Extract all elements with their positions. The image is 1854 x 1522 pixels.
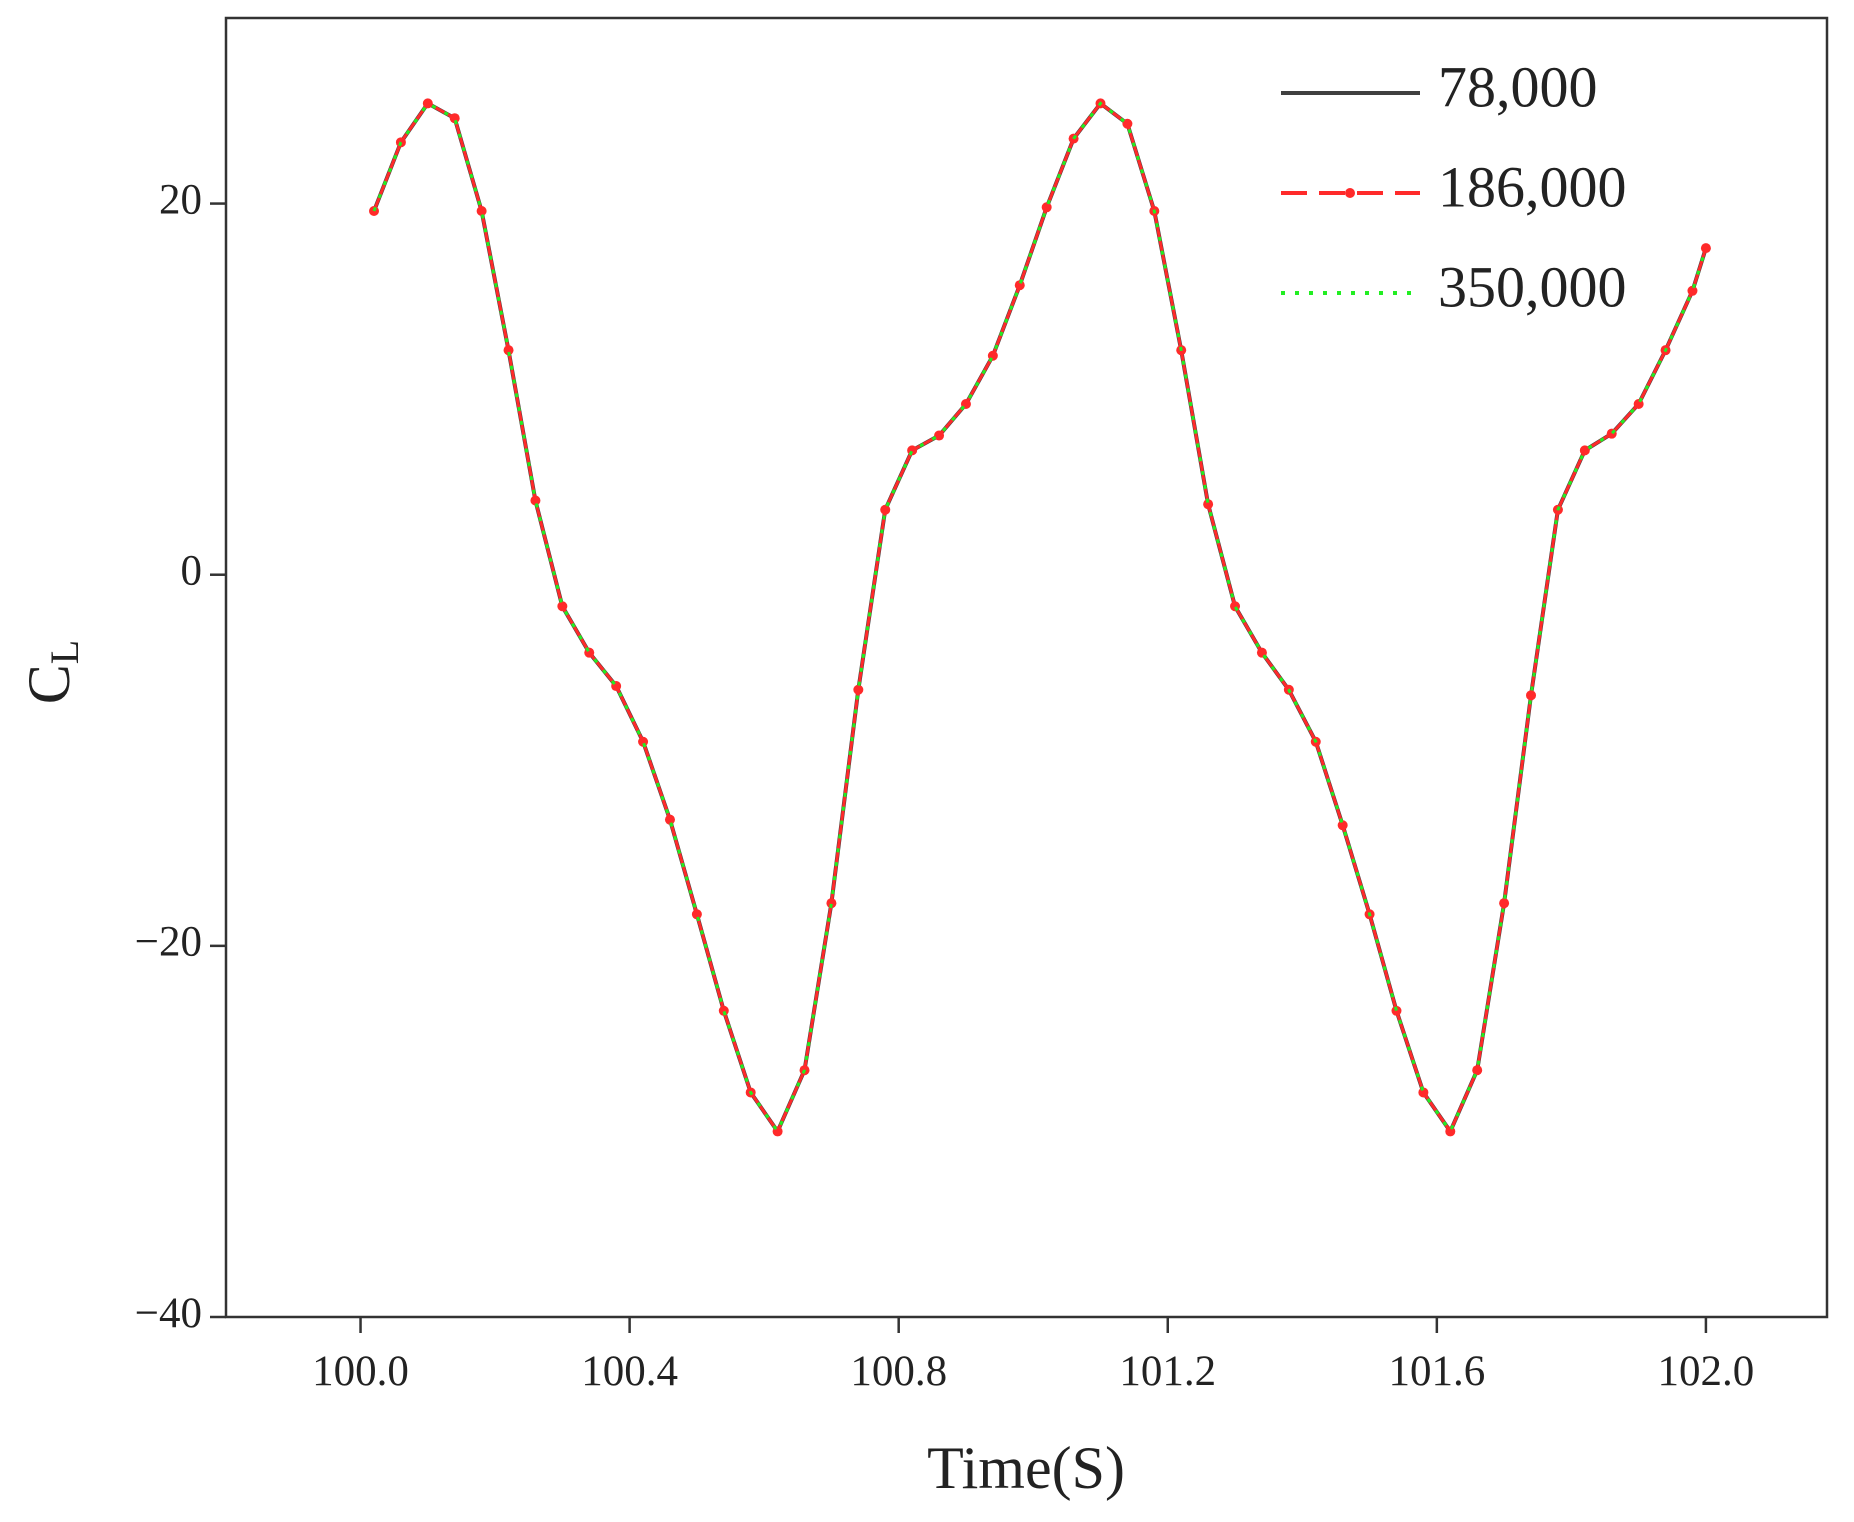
point-marker <box>1122 118 1133 129</box>
point-marker <box>503 345 514 356</box>
x-tick-label: 101.6 <box>1388 1348 1485 1395</box>
point-marker <box>1472 1065 1483 1076</box>
point-marker <box>1700 243 1711 254</box>
point-marker <box>853 684 864 695</box>
y-tick-label: −40 <box>135 1290 202 1337</box>
point-marker <box>1687 285 1698 296</box>
point-marker <box>664 814 675 825</box>
point-marker <box>638 736 649 747</box>
point-marker <box>934 430 945 441</box>
point-marker <box>880 504 891 515</box>
point-marker <box>826 898 837 909</box>
legend-label: 78,000 <box>1438 54 1598 119</box>
legend-label: 186,000 <box>1438 154 1627 219</box>
x-tick-label: 101.2 <box>1119 1348 1216 1395</box>
x-tick-label: 100.0 <box>312 1348 409 1395</box>
y-tick-label: −20 <box>135 919 202 966</box>
point-marker <box>691 909 702 920</box>
point-marker <box>1337 820 1348 831</box>
point-marker <box>1633 398 1644 409</box>
point-marker <box>557 601 568 612</box>
y-label-base: C <box>16 664 82 704</box>
x-axis-label: Time(S) <box>927 1435 1125 1501</box>
point-marker <box>1418 1087 1429 1098</box>
point-marker <box>1499 898 1510 909</box>
point-marker <box>1526 690 1537 701</box>
y-tick-label: 0 <box>181 548 203 595</box>
x-tick-label: 100.8 <box>850 1348 947 1395</box>
legend-label: 350,000 <box>1438 254 1627 319</box>
point-marker <box>1606 428 1617 439</box>
point-marker <box>1391 1005 1402 1016</box>
legend-marker <box>1345 188 1355 198</box>
y-axis-label: CL <box>16 640 87 704</box>
point-marker <box>1203 499 1214 510</box>
point-marker <box>1041 202 1052 213</box>
y-tick-label: 20 <box>159 176 202 223</box>
point-marker <box>422 98 433 109</box>
point-marker <box>1579 445 1590 456</box>
point-marker <box>718 1005 729 1016</box>
y-label-sub: L <box>42 640 87 664</box>
x-tick-label: 100.4 <box>581 1348 678 1395</box>
point-marker <box>449 113 460 124</box>
plot-frame <box>224 16 1829 1319</box>
point-marker <box>530 495 541 506</box>
x-tick-label: 102.0 <box>1658 1348 1755 1395</box>
point-marker <box>1014 280 1025 291</box>
point-marker <box>476 205 487 216</box>
